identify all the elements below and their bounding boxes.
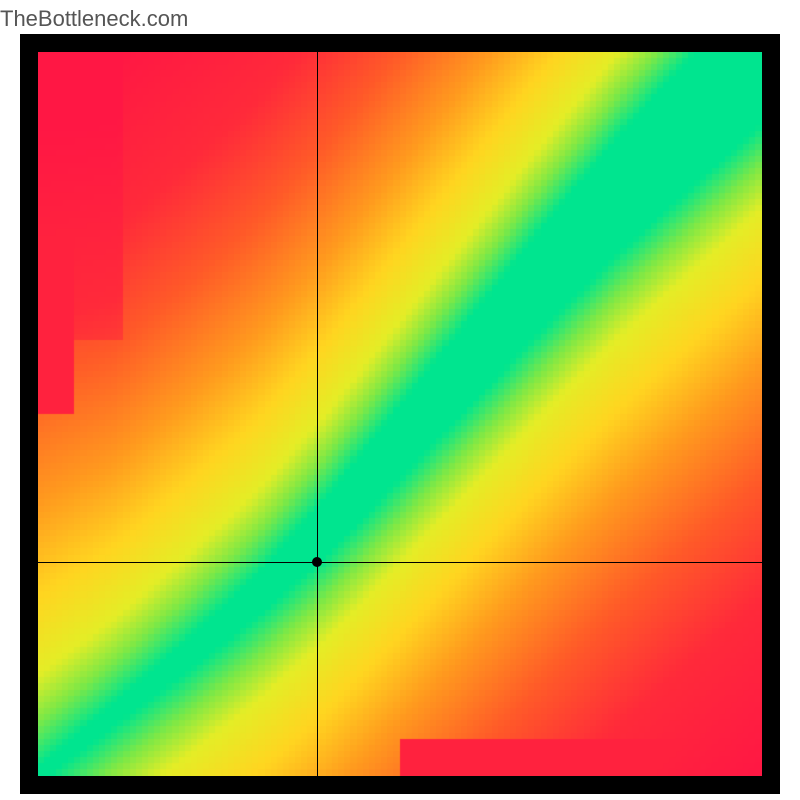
crosshair-marker <box>312 557 322 567</box>
crosshair-vertical <box>317 52 318 776</box>
watermark-text: TheBottleneck.com <box>0 0 800 34</box>
crosshair-horizontal <box>38 562 762 563</box>
root-container: TheBottleneck.com <box>0 0 800 794</box>
plot-area <box>38 52 762 776</box>
heatmap-canvas <box>38 52 762 776</box>
chart-frame <box>20 34 780 794</box>
